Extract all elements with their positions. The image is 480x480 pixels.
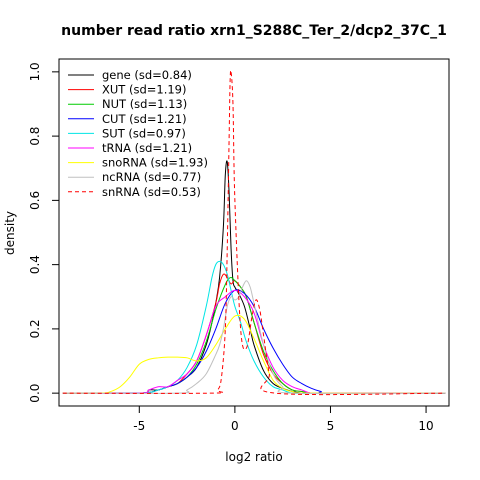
series-line-6 bbox=[62, 314, 446, 394]
legend-label-5: tRNA (sd=1.21) bbox=[102, 141, 192, 155]
y-tick-label: 0.0 bbox=[28, 384, 42, 403]
legend-label-2: NUT (sd=1.13) bbox=[102, 97, 187, 111]
y-tick-label: 0.8 bbox=[28, 127, 42, 146]
y-tick-label: 0.2 bbox=[28, 319, 42, 338]
legend-label-3: CUT (sd=1.21) bbox=[102, 112, 187, 126]
x-tick-label: 5 bbox=[327, 419, 335, 433]
x-tick-label: 10 bbox=[418, 419, 433, 433]
legend-label-4: SUT (sd=0.97) bbox=[102, 126, 186, 140]
x-axis-label: log2 ratio bbox=[225, 450, 282, 464]
legend-label-6: snoRNA (sd=1.93) bbox=[102, 156, 208, 170]
y-tick-label: 1.0 bbox=[28, 62, 42, 81]
y-tick-label: 0.6 bbox=[28, 191, 42, 210]
series-line-8 bbox=[62, 69, 446, 396]
x-tick-label: -5 bbox=[133, 419, 145, 433]
legend: gene (sd=0.84)XUT (sd=1.19)NUT (sd=1.13)… bbox=[68, 68, 208, 199]
legend-label-0: gene (sd=0.84) bbox=[102, 68, 192, 82]
y-axis: 0.0 0.2 0.4 0.6 0.8 1.0 bbox=[28, 62, 60, 403]
series-line-2 bbox=[62, 276, 446, 394]
series-line-7 bbox=[62, 280, 446, 395]
legend-label-7: ncRNA (sd=0.77) bbox=[102, 170, 201, 184]
series-line-1 bbox=[62, 273, 446, 394]
x-axis: -5 0 5 10 bbox=[133, 405, 434, 433]
y-tick-label: 0.4 bbox=[28, 255, 42, 274]
chart-title: number read ratio xrn1_S288C_Ter_2/dcp2_… bbox=[61, 23, 447, 39]
series-line-5 bbox=[62, 289, 446, 394]
legend-label-1: XUT (sd=1.19) bbox=[102, 83, 186, 97]
curves-group bbox=[62, 69, 446, 396]
x-tick-label: 0 bbox=[231, 419, 239, 433]
legend-label-8: snRNA (sd=0.53) bbox=[102, 185, 201, 199]
series-line-4 bbox=[62, 260, 446, 394]
y-axis-label: density bbox=[3, 211, 17, 255]
